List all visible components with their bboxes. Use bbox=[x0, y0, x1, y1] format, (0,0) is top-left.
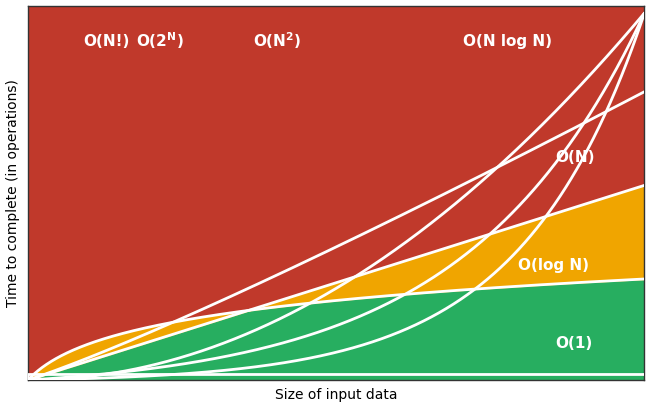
Text: O(2$^\mathregular{N}$): O(2$^\mathregular{N}$) bbox=[136, 31, 183, 51]
Text: O(N!): O(N!) bbox=[83, 33, 130, 49]
Text: O(log N): O(log N) bbox=[518, 258, 589, 273]
Text: O(N): O(N) bbox=[555, 150, 595, 165]
X-axis label: Size of input data: Size of input data bbox=[275, 388, 397, 402]
Text: O(N log N): O(N log N) bbox=[463, 33, 552, 49]
Text: O(N$^\mathregular{2}$): O(N$^\mathregular{2}$) bbox=[253, 31, 302, 51]
Text: O(1): O(1) bbox=[555, 336, 592, 351]
Y-axis label: Time to complete (in operations): Time to complete (in operations) bbox=[6, 79, 20, 307]
